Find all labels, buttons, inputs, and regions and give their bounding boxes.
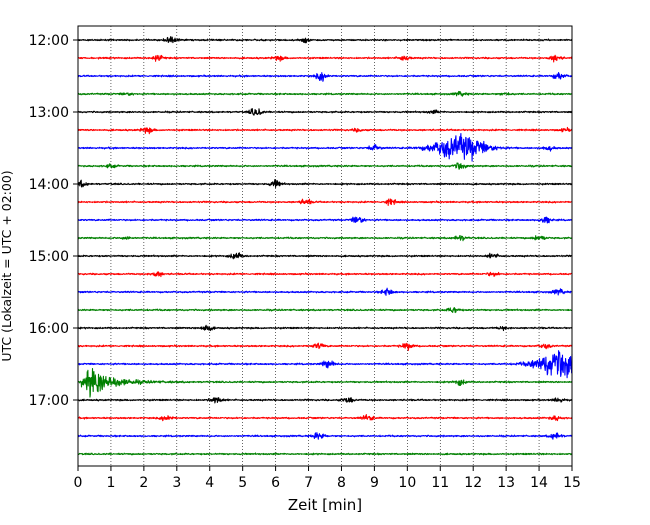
seismic-trace <box>77 324 573 332</box>
x-tick-label: 3 <box>172 475 181 491</box>
seismic-trace <box>77 132 573 162</box>
x-tick-label: 10 <box>398 475 416 491</box>
seismic-trace <box>77 235 573 242</box>
x-tick-label: 14 <box>530 475 548 491</box>
x-tick-label: 11 <box>431 475 449 491</box>
y-axis-label: UTC (Lokalzeit = UTC + 02:00) <box>0 170 14 361</box>
seismic-trace <box>77 432 573 440</box>
y-tick-label: 12:00 <box>29 33 69 49</box>
x-axis-label: Zeit [min] <box>288 496 362 514</box>
seismic-trace <box>77 367 573 398</box>
grid-lines <box>110 26 540 466</box>
seismic-trace <box>77 54 573 63</box>
y-axis-ticks: 12:00 13:00 14:00 15:00 16:00 17:00 <box>29 33 78 409</box>
trace-layer <box>77 36 573 456</box>
plot-frame <box>77 25 573 467</box>
seismic-trace <box>77 71 573 82</box>
seismic-trace <box>77 162 573 170</box>
x-tick-label: 6 <box>271 475 280 491</box>
x-tick-label: 8 <box>337 475 346 491</box>
x-tick-label: 9 <box>370 475 379 491</box>
x-tick-label: 13 <box>497 475 515 491</box>
y-tick-label: 13:00 <box>29 105 69 121</box>
seismic-trace <box>77 108 573 116</box>
x-tick-label: 12 <box>464 475 482 491</box>
seismic-trace <box>77 307 573 314</box>
seismic-trace <box>77 452 573 456</box>
x-tick-label: 7 <box>304 475 313 491</box>
y-tick-label: 16:00 <box>29 321 69 337</box>
seismic-trace <box>77 413 573 422</box>
seismic-trace <box>77 397 573 404</box>
seismic-trace <box>77 178 573 188</box>
seismic-trace <box>77 126 573 135</box>
x-axis-ticks: 0 1 2 3 4 5 6 7 8 9 10 11 12 13 14 15 <box>74 466 581 491</box>
seismic-trace <box>77 252 573 260</box>
seismic-trace <box>77 36 573 44</box>
seismic-trace <box>77 216 573 224</box>
x-tick-label: 15 <box>563 475 581 491</box>
seismic-trace <box>77 198 573 206</box>
seismic-trace <box>77 342 573 351</box>
y-tick-label: 14:00 <box>29 177 69 193</box>
x-tick-label: 5 <box>238 475 247 491</box>
seismic-trace <box>77 90 573 97</box>
x-tick-label: 0 <box>74 475 83 491</box>
seismic-trace <box>77 287 573 296</box>
y-tick-label: 15:00 <box>29 249 69 265</box>
seismic-trace <box>77 350 573 379</box>
x-tick-label: 4 <box>205 475 214 491</box>
y-tick-label: 17:00 <box>29 393 69 409</box>
x-tick-label: 2 <box>139 475 148 491</box>
x-tick-label: 1 <box>106 475 115 491</box>
seismic-trace <box>77 271 573 278</box>
